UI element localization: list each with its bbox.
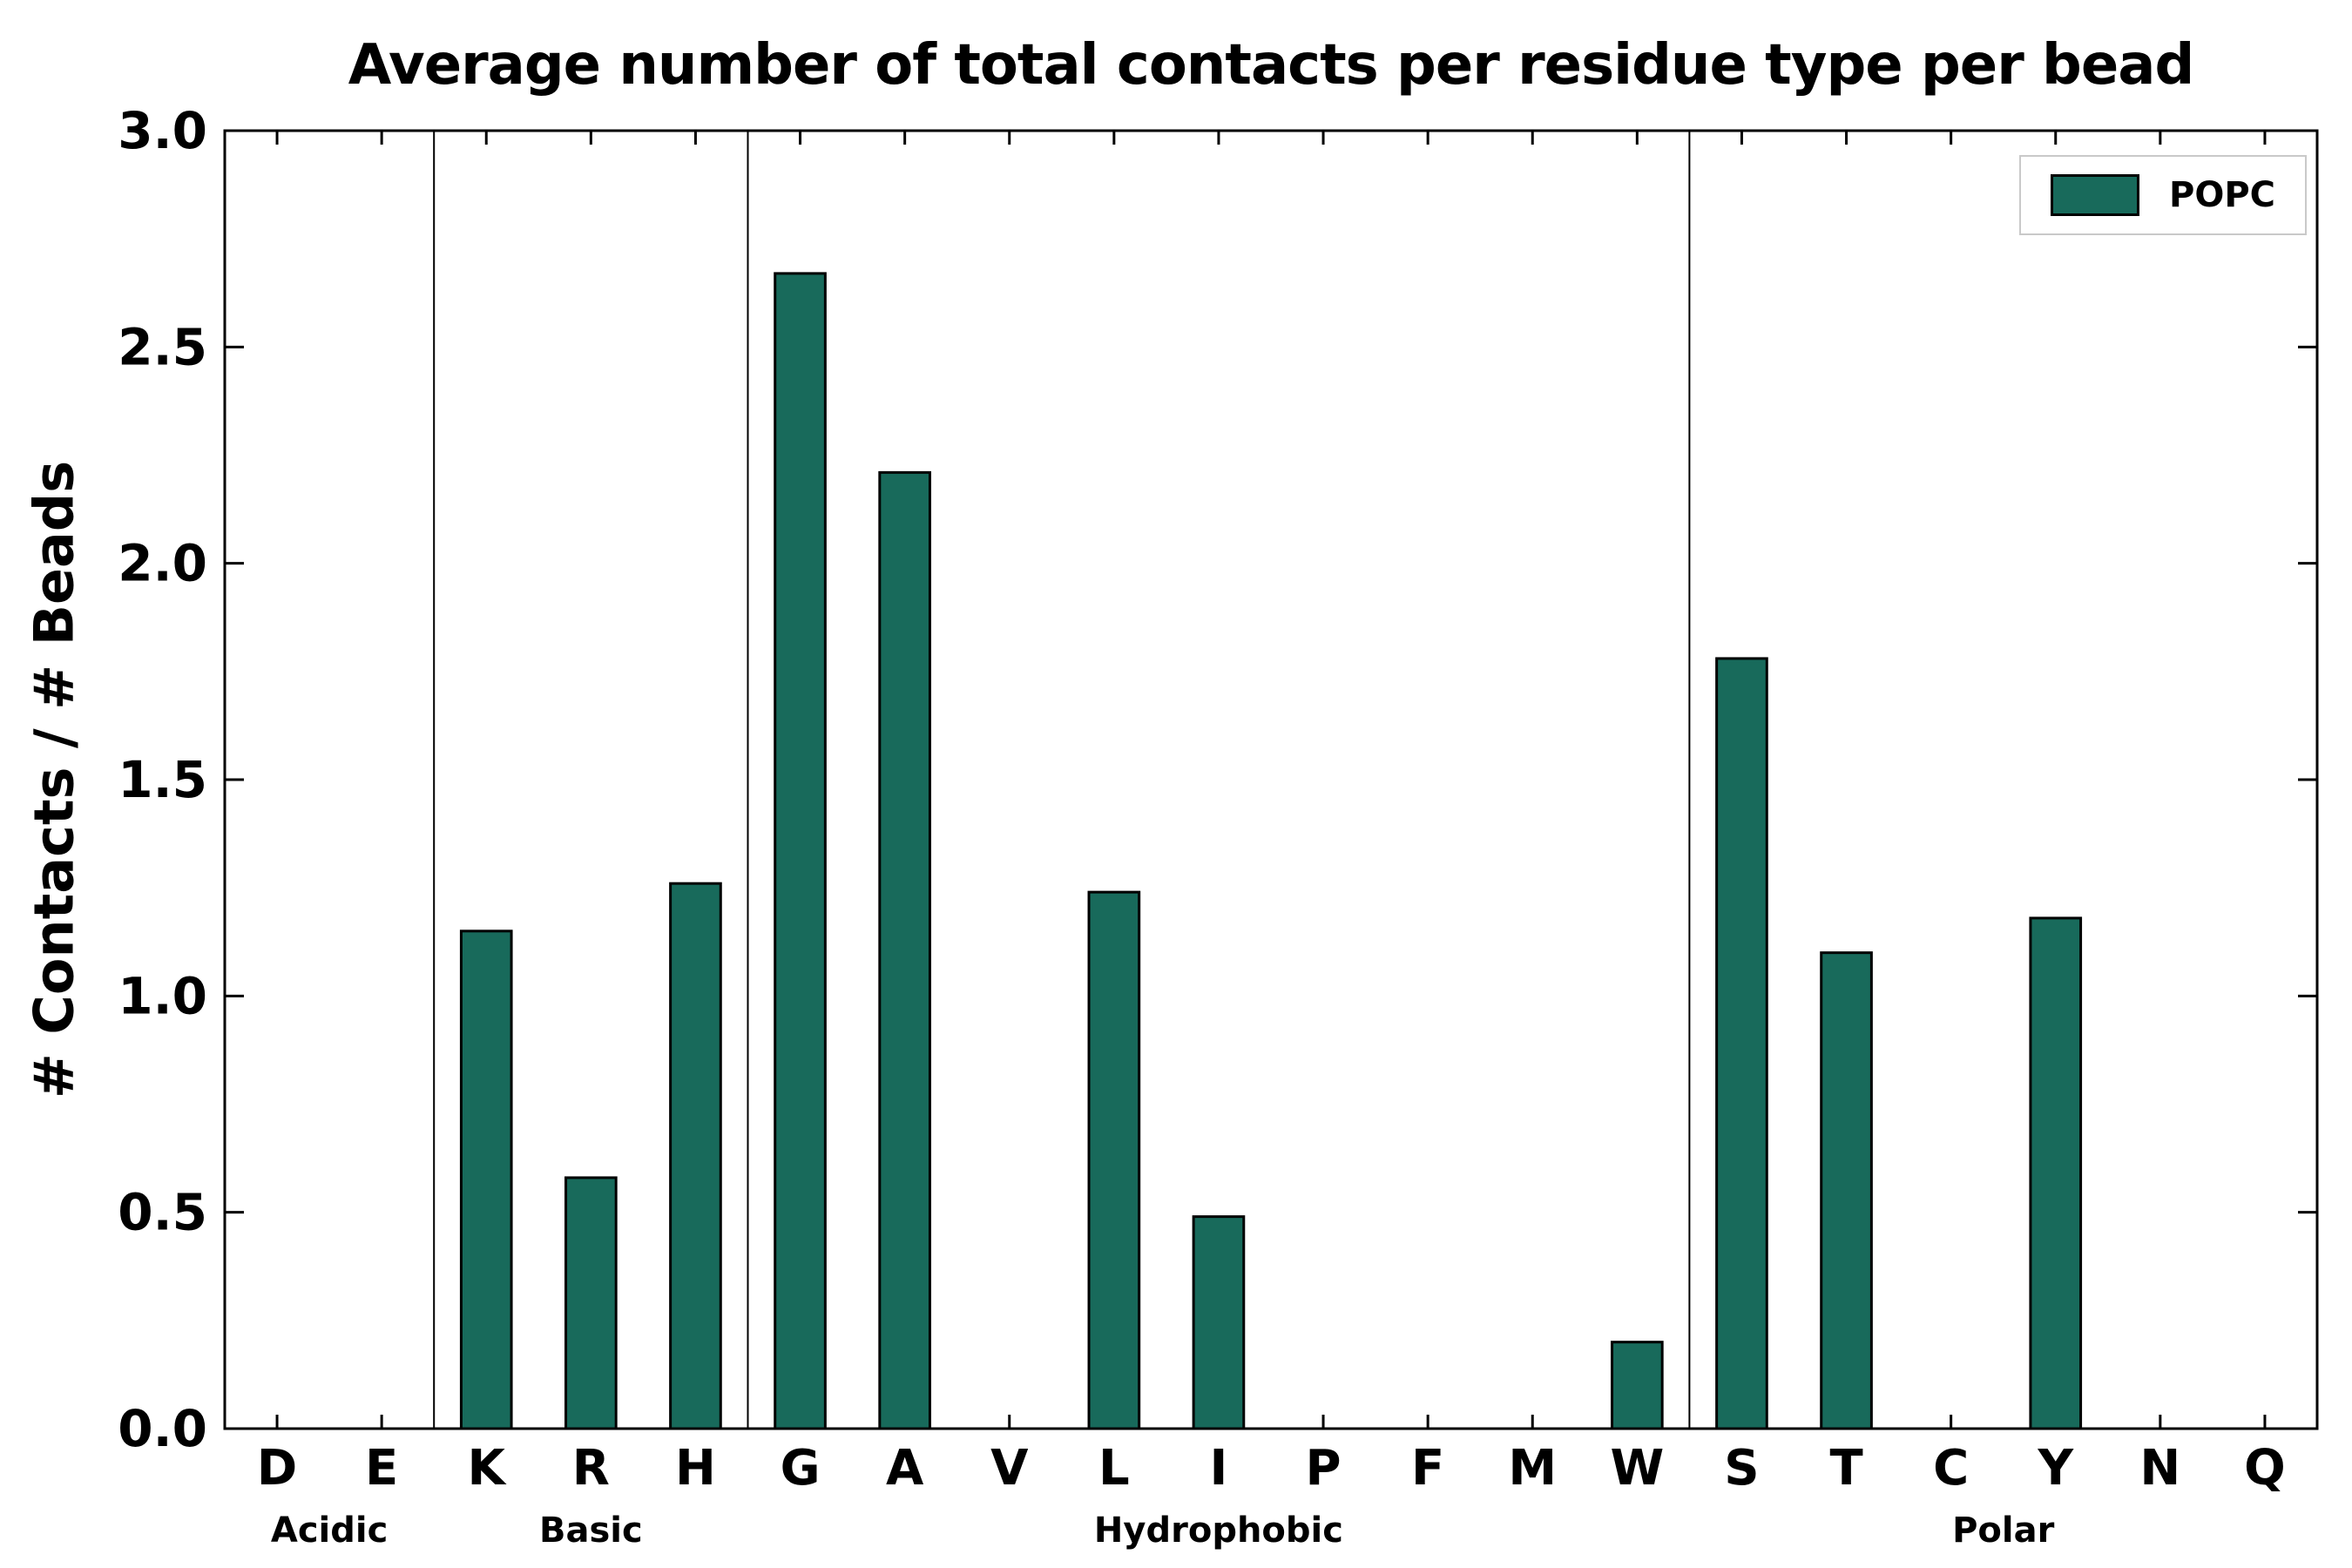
x-tick-label-P: P <box>1306 1440 1342 1497</box>
y-tick-label: 0.5 <box>118 1183 207 1242</box>
x-tick-label-R: R <box>572 1440 610 1497</box>
bar-I <box>1192 1215 1246 1430</box>
y-tick-label: 3.0 <box>118 101 207 160</box>
x-tick-label-S: S <box>1724 1440 1759 1497</box>
y-tick-label: 1.5 <box>118 750 207 809</box>
x-tick-label-W: W <box>1610 1440 1664 1497</box>
x-tick-label-K: K <box>468 1440 508 1497</box>
legend-label-popc: POPC <box>2169 175 2275 215</box>
bar-G <box>774 272 827 1430</box>
x-tick-label-Y: Y <box>2037 1440 2074 1497</box>
x-tick-label-E: E <box>365 1440 398 1497</box>
x-tick-label-D: D <box>257 1440 297 1497</box>
x-tick-label-G: G <box>781 1440 821 1497</box>
group-label-basic: Basic <box>539 1511 643 1551</box>
chart-title: Average number of total contacts per res… <box>348 33 2195 98</box>
x-tick-label-T: T <box>1829 1440 1862 1497</box>
bar-R <box>564 1176 618 1430</box>
group-label-hydrophobic: Hydrophobic <box>1094 1511 1343 1551</box>
bar-K <box>459 929 513 1430</box>
group-label-acidic: Acidic <box>271 1511 388 1551</box>
bar-L <box>1087 890 1141 1430</box>
y-tick-label: 0.0 <box>118 1399 207 1458</box>
y-tick-label: 1.0 <box>118 966 207 1025</box>
legend: POPC <box>2019 155 2307 235</box>
x-tick-label-Q: Q <box>2244 1440 2286 1497</box>
x-tick-label-F: F <box>1411 1440 1444 1497</box>
bar-T <box>1820 951 1873 1430</box>
y-tick-label: 2.5 <box>118 317 207 376</box>
x-tick-label-L: L <box>1098 1440 1130 1497</box>
x-tick-label-I: I <box>1210 1440 1228 1497</box>
legend-swatch-popc <box>2051 174 2139 216</box>
x-tick-label-A: A <box>886 1440 924 1497</box>
bar-S <box>1715 657 1768 1430</box>
y-tick-label: 2.0 <box>118 534 207 593</box>
x-tick-label-N: N <box>2139 1440 2180 1497</box>
bar-A <box>878 470 931 1430</box>
bar-W <box>1611 1341 1664 1430</box>
group-label-polar: Polar <box>1952 1511 2055 1551</box>
bar-H <box>669 882 722 1430</box>
x-tick-label-M: M <box>1508 1440 1557 1497</box>
x-tick-label-C: C <box>1933 1440 1969 1497</box>
x-tick-label-V: V <box>990 1440 1029 1497</box>
bar-Y <box>2029 916 2083 1430</box>
x-tick-label-H: H <box>675 1440 716 1497</box>
plot-frame <box>223 129 2319 1430</box>
